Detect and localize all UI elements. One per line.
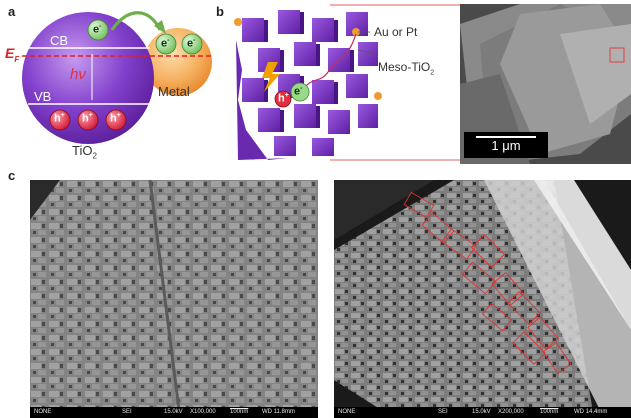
electron-label-tio2: e- xyxy=(93,23,102,36)
au-pt-label: Au or Pt xyxy=(374,25,418,39)
electron-tio2 xyxy=(87,19,109,41)
sem-image-crystal: 1 μm xyxy=(460,4,631,164)
electron-label-metal-2: e- xyxy=(187,37,196,50)
meso-tio2-schematic xyxy=(234,10,382,160)
zoom-lines xyxy=(330,4,460,161)
sem-image-right: NONE SEI 15.0kV X200,000 100nm WD 14.4mm xyxy=(334,180,631,418)
sem-image-left: NONE SEI 15.0kV X100,000 100nm WD 11.8mm xyxy=(30,180,318,418)
vb-label: VB xyxy=(34,89,52,104)
hole-label-1: h+ xyxy=(54,112,65,125)
fermi-level-label: EF xyxy=(5,45,20,64)
hole-2 xyxy=(77,109,99,131)
metal-particle-2 xyxy=(352,28,360,36)
metal-label: Metal xyxy=(158,84,190,99)
electron-label-metal-1: e- xyxy=(161,37,170,50)
electron-b xyxy=(290,82,310,102)
hole-b xyxy=(274,90,292,108)
panel-b-label: b xyxy=(216,4,224,19)
electron-path xyxy=(301,33,357,93)
sem-info-bar-right: NONE SEI 15.0kV X200,000 100nm WD 14.4mm xyxy=(334,407,631,418)
cb-label: CB xyxy=(50,33,69,48)
electron-metal-2 xyxy=(181,33,203,55)
hole-label-2: h+ xyxy=(82,112,93,125)
sem-info-bar-left: NONE SEI 15.0kV X100,000 100nm WD 11.8mm xyxy=(30,407,318,418)
hole-3 xyxy=(105,109,127,131)
hv-label: hν xyxy=(70,66,86,83)
electron-label-b: e- xyxy=(294,85,303,98)
tio2-label: TiO2 xyxy=(72,143,97,161)
hole-label-b: h+ xyxy=(278,92,289,105)
metal-particle-3 xyxy=(374,92,382,100)
panel-a-label: a xyxy=(8,4,16,19)
meso-tio2-label: Meso-TiO2 xyxy=(378,60,435,77)
metal-particle-1 xyxy=(234,18,242,26)
red-outlines xyxy=(403,191,572,374)
hole-1 xyxy=(49,109,71,131)
panel-c-label: c xyxy=(8,168,16,183)
mesoporous-blocks xyxy=(242,10,378,156)
band-diagram xyxy=(22,11,212,144)
hole-label-3: h+ xyxy=(110,112,121,125)
scale-bar: 1 μm xyxy=(464,132,548,158)
lightning-bolt-icon xyxy=(262,62,280,92)
electron-metal-1 xyxy=(155,33,177,55)
